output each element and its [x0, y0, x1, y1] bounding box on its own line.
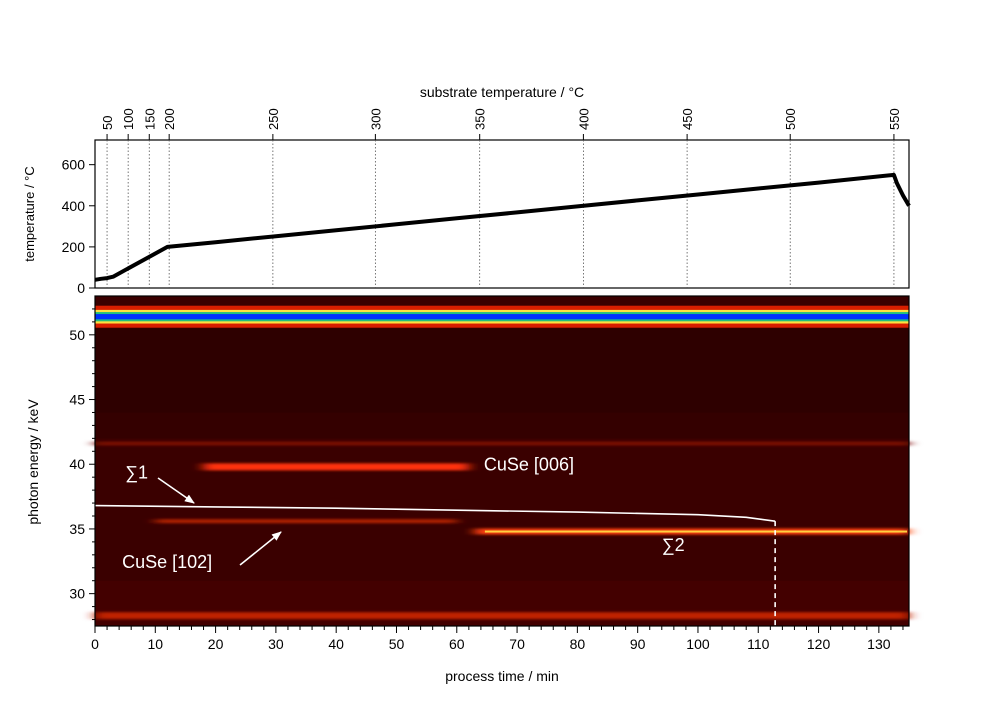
heatmap-band-glow	[95, 441, 909, 446]
time-tick-label: 30	[268, 636, 284, 652]
top-tick-label: 50	[100, 116, 115, 130]
heatmap-annotation: ∑1	[125, 462, 148, 482]
heatmap-band	[95, 305, 909, 328]
top-tick-label: 300	[368, 108, 383, 130]
energy-tick-label: 30	[69, 586, 85, 602]
top-tick-label: 200	[162, 108, 177, 130]
heatmap-band	[95, 441, 909, 446]
heatmap-shade-region	[95, 580, 909, 626]
time-tick-label: 70	[509, 636, 525, 652]
heatmap-band-glow	[203, 463, 469, 471]
top-tick-label: 350	[473, 108, 488, 130]
top-tick-label: 100	[121, 108, 136, 130]
time-tick-label: 0	[91, 636, 99, 652]
heatmap-annotation: CuSe [006]	[484, 455, 574, 475]
photon-energy-y-ticks: 30 35 40 45 50	[69, 308, 95, 621]
heatmap-annotation: ∑2	[662, 535, 685, 555]
time-tick-label: 10	[148, 636, 164, 652]
heatmap-shade-region	[95, 328, 909, 413]
heatmap-band-glow	[95, 612, 909, 620]
substrate-temperature-axis-label: substrate temperature / °C	[420, 84, 584, 100]
time-tick-label: 60	[449, 636, 465, 652]
process-time-x-ticks: 0 10 20 30 40 50 60 70 80 90 100 110 120 130	[91, 626, 904, 652]
energy-tick-label: 45	[69, 392, 85, 408]
heatmap-band	[95, 612, 909, 620]
temperature-profile-line	[94, 172, 911, 282]
temperature-tick-label: 400	[62, 198, 86, 214]
cuse-102-arrow	[239, 531, 282, 566]
time-tick-label: 130	[867, 636, 891, 652]
top-tick-label: 500	[783, 108, 798, 130]
heatmap-shade-region	[95, 412, 909, 439]
process-time-x-axis-label: process time / min	[445, 668, 559, 684]
temperature-tick-label: 0	[77, 280, 85, 296]
time-tick-label: 80	[570, 636, 586, 652]
top-tick-label: 250	[266, 108, 281, 130]
top-tick-label: 550	[887, 108, 902, 130]
energy-tick-label: 50	[69, 327, 85, 343]
heatmap-annotations: ∑1 CuSe [006] CuSe [102] ∑2	[122, 455, 684, 572]
temperature-y-axis-label: temperature / °C	[22, 166, 37, 262]
time-tick-label: 40	[328, 636, 344, 652]
top-tick-label: 450	[680, 108, 695, 130]
heatmap-annotation: CuSe [102]	[122, 552, 212, 572]
temperature-gridlines	[106, 140, 895, 288]
sum1-arrow	[157, 477, 195, 504]
temperature-plot-frame	[94, 139, 910, 289]
temperature-tick-label: 200	[62, 239, 86, 255]
heatmap-plot-frame	[94, 295, 910, 627]
heatmap-panel: 30 35 40 45 50 0 10 20 30 40 50 60 70 80 90 100 110 120 1…	[25, 295, 910, 684]
time-tick-label: 90	[630, 636, 646, 652]
time-tick-label: 50	[389, 636, 405, 652]
heatmap-shading	[95, 328, 909, 626]
heatmap-band	[203, 463, 469, 471]
energy-tick-label: 40	[69, 456, 85, 472]
heatmap-bands	[95, 305, 909, 620]
temperature-y-ticks: 0 200 400 600	[62, 157, 95, 296]
heatmap-band	[474, 528, 909, 535]
time-tick-label: 100	[686, 636, 710, 652]
temperature-panel: 50 100 150 200 250 300 350 400 450 500 550 0 200 400…	[22, 84, 911, 296]
heatmap-band-core	[484, 530, 907, 533]
temperature-tick-label: 600	[62, 157, 86, 173]
top-tick-label: 400	[576, 108, 591, 130]
sum1-phase-boundary-curve	[94, 504, 776, 522]
time-tick-label: 120	[807, 636, 831, 652]
energy-tick-label: 35	[69, 521, 85, 537]
time-tick-label: 110	[747, 636, 770, 652]
heatmap-band-layer	[95, 314, 909, 320]
top-tick-label: 150	[142, 108, 157, 130]
substrate-temperature-ticks: 50 100 150 200 250 300 350 400 450 500 550	[100, 108, 902, 140]
heatmap-band	[155, 519, 457, 524]
photon-energy-y-axis-label: photon energy / keV	[25, 399, 41, 525]
time-tick-label: 20	[208, 636, 224, 652]
heatmap-band-glow	[155, 519, 457, 524]
